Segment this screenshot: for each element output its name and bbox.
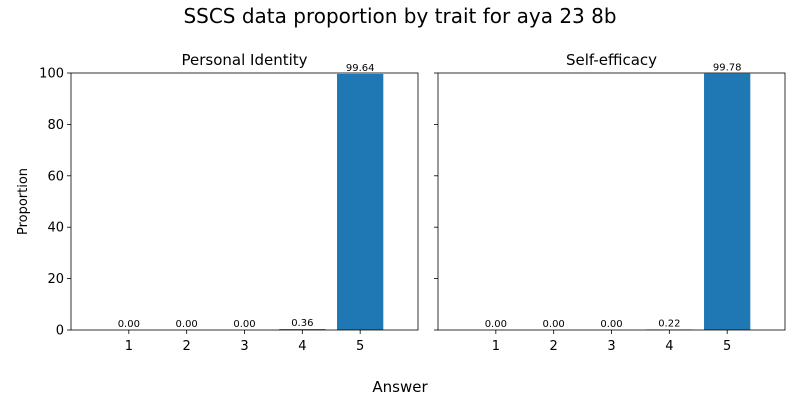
bar-4 xyxy=(279,329,326,330)
x-tick-label-1: 1 xyxy=(492,339,500,354)
x-tick-label-2: 2 xyxy=(550,339,558,354)
x-axis-label: Answer xyxy=(372,378,428,396)
y-tick-label-60: 60 xyxy=(47,169,64,184)
subplot-title: Personal Identity xyxy=(181,51,307,69)
data-label-2: 0.00 xyxy=(543,319,565,330)
x-tick-label-5: 5 xyxy=(356,339,364,354)
y-tick-label-80: 80 xyxy=(47,118,64,133)
x-tick-label-4: 4 xyxy=(665,339,673,354)
plot-frame xyxy=(70,72,419,331)
data-label-2: 0.00 xyxy=(176,319,198,330)
y-axis-label: Proportion xyxy=(16,168,31,235)
x-tick-label-3: 3 xyxy=(607,339,615,354)
subplot-title: Self-efficacy xyxy=(566,51,657,69)
data-label-3: 0.00 xyxy=(600,319,622,330)
y-tick-label-0: 0 xyxy=(56,324,64,339)
figure-title: SSCS data proportion by trait for aya 23… xyxy=(183,4,617,28)
bar-5 xyxy=(337,73,384,330)
bar-5 xyxy=(704,73,751,330)
data-label-5: 99.64 xyxy=(346,63,375,74)
data-label-4: 0.22 xyxy=(658,318,680,329)
y-tick-label-20: 20 xyxy=(47,272,64,287)
x-tick-label-3: 3 xyxy=(240,339,248,354)
data-label-5: 99.78 xyxy=(713,63,742,74)
data-label-4: 0.36 xyxy=(291,318,313,329)
data-label-1: 0.00 xyxy=(485,319,507,330)
y-tick-label-100: 100 xyxy=(39,67,64,82)
plot-frame xyxy=(437,72,786,331)
x-tick-label-4: 4 xyxy=(298,339,306,354)
data-label-1: 0.00 xyxy=(118,319,140,330)
y-tick-label-40: 40 xyxy=(47,221,64,236)
x-tick-label-2: 2 xyxy=(183,339,191,354)
data-label-3: 0.00 xyxy=(233,319,255,330)
x-tick-label-1: 1 xyxy=(125,339,133,354)
x-tick-label-5: 5 xyxy=(723,339,731,354)
